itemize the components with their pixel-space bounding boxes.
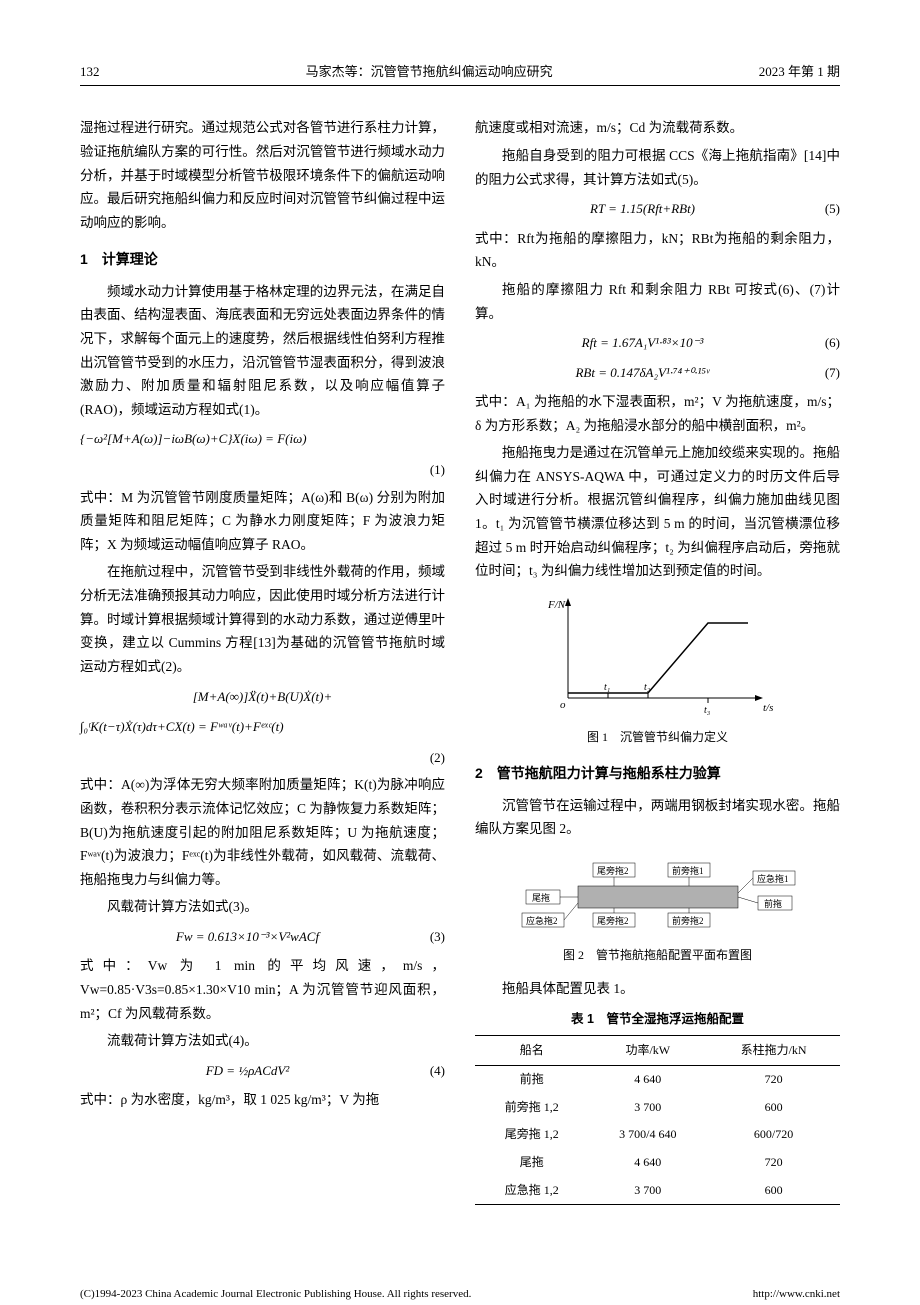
table-cell: 3 700 bbox=[588, 1177, 707, 1205]
table-cell: 600 bbox=[707, 1094, 840, 1122]
table-header: 功率/kW bbox=[588, 1035, 707, 1066]
right-p8: 拖船具体配置见表 1。 bbox=[475, 977, 840, 1001]
svg-text:前旁拖2: 前旁拖2 bbox=[672, 915, 704, 926]
svg-text:尾旁拖2: 尾旁拖2 bbox=[597, 865, 629, 876]
table-1: 船名 功率/kW 系柱拖力/kN 前拖4 640720前旁拖 1,23 7006… bbox=[475, 1035, 840, 1206]
left-p4: 式中：A(∞)为浮体无穷大频率附加质量矩阵；K(t)为脉冲响应函数，卷积积分表示… bbox=[80, 773, 445, 891]
table-cell: 尾旁拖 1,2 bbox=[475, 1121, 588, 1149]
table-cell: 尾拖 bbox=[475, 1149, 588, 1177]
table-cell: 720 bbox=[707, 1066, 840, 1094]
table-cell: 应急拖 1,2 bbox=[475, 1177, 588, 1205]
right-p2: 拖船自身受到的阻力可根据 CCS《海上拖航指南》[14]中的阻力公式求得，其计算… bbox=[475, 144, 840, 191]
table-cell: 3 700/4 640 bbox=[588, 1121, 707, 1149]
svg-text:t/s: t/s bbox=[763, 702, 773, 714]
table-cell: 600/720 bbox=[707, 1121, 840, 1149]
equation-6: Rft = 1.67A₁V¹·⁸³×10⁻³ (6) bbox=[475, 331, 840, 354]
left-column: 湿拖过程进行研究。通过规范公式对各管节进行系柱力计算，验证拖航编队方案的可行性。… bbox=[80, 116, 445, 1205]
right-p4: 拖船的摩擦阻力 Rft 和剩余阻力 RBt 可按式(6)、(7)计算。 bbox=[475, 278, 840, 325]
table-cell: 4 640 bbox=[588, 1149, 707, 1177]
equation-5: RT = 1.15(Rft+RBt) (5) bbox=[475, 197, 840, 220]
fig1-caption: 图 1 沉管管节纠偏力定义 bbox=[475, 727, 840, 749]
svg-text:应急拖2: 应急拖2 bbox=[526, 915, 558, 926]
svg-text:应急拖1: 应急拖1 bbox=[757, 873, 789, 884]
svg-text:t₃: t₃ bbox=[704, 705, 711, 716]
table-row: 前旁拖 1,23 700600 bbox=[475, 1094, 840, 1122]
footer-url: http://www.cnki.net bbox=[753, 1285, 840, 1305]
page-number: 132 bbox=[80, 60, 100, 83]
left-p6: 式中：Vw 为 1 min 的平均风速，m/s，Vw=0.85·V3s=0.85… bbox=[80, 954, 445, 1025]
table-cell: 720 bbox=[707, 1149, 840, 1177]
figure-1-svg: F/N t/s o t₁ t₂ t₃ bbox=[538, 593, 778, 723]
right-column: 航速度或相对流速，m/s；Cd 为流载荷系数。 拖船自身受到的阻力可根据 CCS… bbox=[475, 116, 840, 1205]
right-p6: 拖船拖曳力是通过在沉管单元上施加绞缆来实现的。拖船纠偏力在 ANSYS-AQWA… bbox=[475, 441, 840, 583]
table-header: 船名 bbox=[475, 1035, 588, 1066]
equation-4: FD = ½ρACdV² (4) bbox=[80, 1059, 445, 1082]
table-header-row: 船名 功率/kW 系柱拖力/kN bbox=[475, 1035, 840, 1066]
section-2-title: 2 管节拖航阻力计算与拖船系柱力验算 bbox=[475, 761, 840, 786]
equation-7: RBt = 0.147δA₂V¹·⁷⁴⁺⁰·¹⁵ᵛ (7) bbox=[475, 361, 840, 384]
intro-para: 湿拖过程进行研究。通过规范公式对各管节进行系柱力计算，验证拖航编队方案的可行性。… bbox=[80, 116, 445, 234]
header-title: 马家杰等：沉管管节拖航纠偏运动响应研究 bbox=[306, 60, 553, 83]
left-p5: 风载荷计算方法如式(3)。 bbox=[80, 895, 445, 919]
table1-title: 表 1 管节全湿拖浮运拖船配置 bbox=[475, 1008, 840, 1031]
fig2-caption: 图 2 管节拖航拖船配置平面布置图 bbox=[475, 945, 840, 967]
table-row: 尾拖4 640720 bbox=[475, 1149, 840, 1177]
section-1-title: 1 计算理论 bbox=[80, 247, 445, 272]
svg-text:尾旁拖2: 尾旁拖2 bbox=[597, 915, 629, 926]
eq1-num: (1) bbox=[80, 458, 445, 481]
eq2-num: (2) bbox=[80, 746, 445, 769]
svg-text:t₂: t₂ bbox=[644, 682, 651, 693]
table-header: 系柱拖力/kN bbox=[707, 1035, 840, 1066]
svg-text:前旁拖1: 前旁拖1 bbox=[672, 865, 704, 876]
figure-2: 尾旁拖2 前旁拖1 应急拖1 尾拖 前拖 应急拖2 尾旁拖2 bbox=[475, 851, 840, 967]
content-columns: 湿拖过程进行研究。通过规范公式对各管节进行系柱力计算，验证拖航编队方案的可行性。… bbox=[80, 116, 840, 1205]
right-p5: 式中：A₁ 为拖船的水下湿表面积，m²；V 为拖航速度，m/s；δ 为方形系数；… bbox=[475, 390, 840, 437]
table-cell: 前旁拖 1,2 bbox=[475, 1094, 588, 1122]
header-issue: 2023 年第 1 期 bbox=[759, 60, 840, 83]
figure-2-svg: 尾旁拖2 前旁拖1 应急拖1 尾拖 前拖 应急拖2 尾旁拖2 bbox=[508, 851, 808, 941]
table-row: 前拖4 640720 bbox=[475, 1066, 840, 1094]
equation-1: {−ω²[M+A(ω)]−iωB(ω)+C}X(iω) = F(iω) bbox=[80, 427, 445, 452]
page: 132 马家杰等：沉管管节拖航纠偏运动响应研究 2023 年第 1 期 湿拖过程… bbox=[0, 0, 920, 1245]
equation-3: Fw = 0.613×10⁻³×V²wACf (3) bbox=[80, 925, 445, 948]
left-p1: 频域水动力计算使用基于格林定理的边界元法，在满足自由表面、结构湿表面、海底表面和… bbox=[80, 280, 445, 422]
svg-text:F/N: F/N bbox=[547, 599, 566, 611]
svg-text:o: o bbox=[560, 699, 566, 711]
table-cell: 3 700 bbox=[588, 1094, 707, 1122]
left-p3: 在拖航过程中，沉管管节受到非线性外载荷的作用，频域分析无法准确预报其动力响应，因… bbox=[80, 560, 445, 678]
left-p8: 式中：ρ 为水密度，kg/m³，取 1 025 kg/m³；V 为拖 bbox=[80, 1088, 445, 1112]
right-p3: 式中：Rft为拖船的摩擦阻力，kN；RBt为拖船的剩余阻力，kN。 bbox=[475, 227, 840, 274]
table-row: 尾旁拖 1,23 700/4 640600/720 bbox=[475, 1121, 840, 1149]
svg-text:尾拖: 尾拖 bbox=[532, 892, 550, 903]
table-cell: 600 bbox=[707, 1177, 840, 1205]
svg-text:t₁: t₁ bbox=[604, 682, 610, 693]
page-footer: (C)1994-2023 China Academic Journal Elec… bbox=[0, 1285, 920, 1305]
table-cell: 4 640 bbox=[588, 1066, 707, 1094]
figure-1: F/N t/s o t₁ t₂ t₃ 图 1 沉管管节纠偏力定义 bbox=[475, 593, 840, 749]
right-p1: 航速度或相对流速，m/s；Cd 为流载荷系数。 bbox=[475, 116, 840, 140]
right-p7: 沉管管节在运输过程中，两端用钢板封堵实现水密。拖船编队方案见图 2。 bbox=[475, 794, 840, 841]
page-header: 132 马家杰等：沉管管节拖航纠偏运动响应研究 2023 年第 1 期 bbox=[80, 60, 840, 86]
table-row: 应急拖 1,23 700600 bbox=[475, 1177, 840, 1205]
left-p7: 流载荷计算方法如式(4)。 bbox=[80, 1029, 445, 1053]
table-cell: 前拖 bbox=[475, 1066, 588, 1094]
equation-2-line2: ∫₀ᵗK(t−τ)Ẋ(τ)dτ+CX(t) = Fʷᵃᵛ(t)+Fᵉˣᶜ(t) bbox=[80, 715, 445, 740]
footer-copyright: (C)1994-2023 China Academic Journal Elec… bbox=[80, 1285, 471, 1305]
svg-text:前拖: 前拖 bbox=[764, 898, 782, 909]
equation-2-line1: [M+A(∞)]Ẍ(t)+B(U)Ẋ(t)+ bbox=[80, 685, 445, 710]
left-p2: 式中：M 为沉管管节刚度质量矩阵；A(ω)和 B(ω) 分别为附加质量矩阵和阻尼… bbox=[80, 486, 445, 557]
